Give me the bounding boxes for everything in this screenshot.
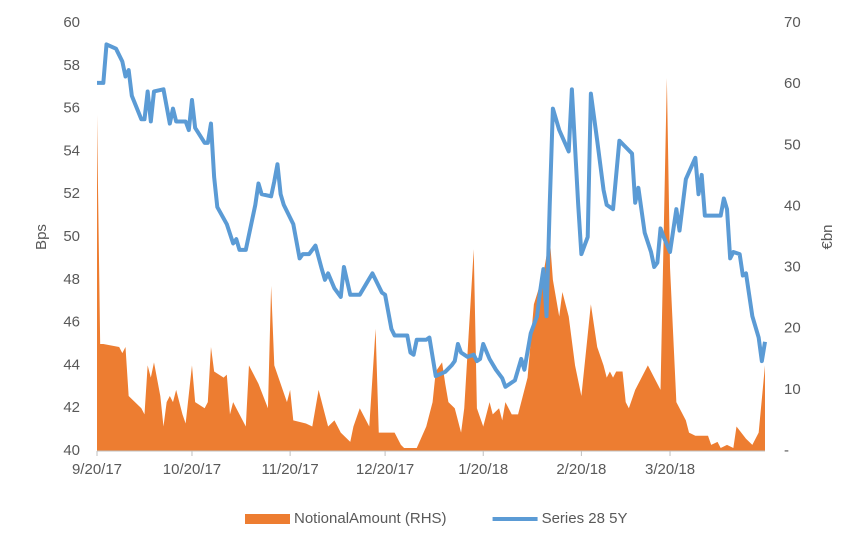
x-tick-label: 9/20/17 [72,461,122,478]
x-tick-label: 1/20/18 [458,461,508,478]
legend-label: Series 28 5Y [542,510,628,527]
y-tick-label: 50 [63,228,80,245]
y2-tick-label: - [784,442,789,459]
area [97,78,765,452]
x-tick-label: 2/20/18 [556,461,606,478]
y-tick-label: 46 [63,314,80,331]
x-tick-label: 3/20/18 [645,461,695,478]
y-tick-label: 56 [63,100,80,117]
y2-tick-label: 50 [784,136,801,153]
y-tick-label: 58 [63,57,80,74]
y-axis-label: Bps [33,224,50,250]
legend-label: NotionalAmount (RHS) [294,510,447,527]
y-tick-label: 60 [63,14,80,31]
y2-tick-label: 60 [784,75,801,92]
y-tick-label: 48 [63,271,80,288]
legend-swatch [245,514,290,524]
y2-tick-label: 30 [784,259,801,276]
line [97,42,767,389]
x-tick-label: 12/20/17 [356,461,414,478]
y2-axis-label: €bn [819,224,836,249]
y-tick-label: 54 [63,142,80,159]
y-tick-label: 44 [63,356,80,373]
y-tick-label: 52 [63,185,80,202]
y-tick-label: 40 [63,442,80,459]
x-tick-label: 11/20/17 [261,461,318,478]
y2-tick-label: 40 [784,197,801,214]
y2-tick-label: 20 [784,320,801,337]
x-tick-label: 10/20/17 [163,461,221,478]
y-tick-label: 42 [63,399,80,416]
y2-tick-label: 70 [784,14,801,31]
y2-tick-label: 10 [784,381,801,398]
